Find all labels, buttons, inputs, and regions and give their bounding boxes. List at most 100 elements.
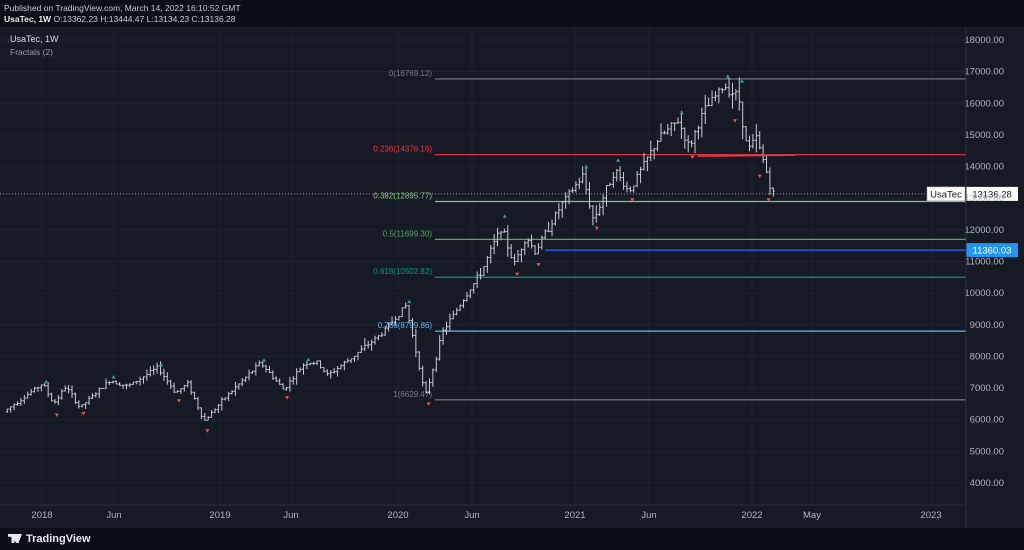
fractal-up-marker	[44, 379, 49, 384]
ohlc-bar	[152, 365, 156, 376]
ohlc-bar	[434, 356, 438, 373]
ohlc-bar	[295, 368, 299, 385]
ohlc-bar	[594, 205, 598, 223]
ohlc-bar	[438, 335, 442, 361]
ohlc-bar	[9, 406, 13, 413]
symbol-tag-bg	[926, 186, 966, 202]
ohlc-bar	[50, 392, 54, 402]
price-chart[interactable]: 0(16769.12) 0.236(14376.16) 0.382(12895.77…	[0, 27, 1024, 528]
bottom-bar: TradingView	[0, 528, 1024, 550]
ohlc-bar	[605, 185, 609, 207]
y-tick-label: 9000.00	[970, 320, 1004, 331]
ohlc-bar	[336, 365, 340, 377]
legend-symbol[interactable]: UsaTec, 1W	[10, 34, 59, 44]
ohlc-bar	[291, 375, 295, 385]
ohlc-bar	[754, 124, 758, 153]
chart-legend[interactable]: UsaTec, 1W Fractals (2)	[10, 34, 59, 57]
y-tick-label: 4000.00	[970, 478, 1004, 489]
ohlc-bar	[475, 271, 479, 289]
ohlc-bar	[625, 181, 629, 193]
ohlc-bar	[233, 381, 237, 396]
ohlc-bar	[550, 219, 554, 237]
fractal-down-marker	[766, 198, 771, 202]
ohlc-bar	[465, 291, 469, 302]
ohlc-bar	[138, 376, 142, 386]
ohlc-bar	[60, 389, 64, 400]
ohlc-bar	[591, 205, 595, 226]
ohlc-bar	[19, 397, 23, 406]
ohlc-bar	[36, 386, 40, 392]
ohlc-bar	[73, 392, 77, 405]
ohlc-bar	[540, 235, 544, 250]
ohlc-bar	[458, 304, 462, 312]
ohlc-bar	[169, 379, 173, 389]
fractal-up-marker	[584, 164, 589, 169]
ohlc-bar	[165, 372, 169, 385]
fib-level-label: 0.5(11699.30)	[383, 229, 433, 238]
ohlc-bar	[748, 135, 752, 152]
fib-level-label: 0.382(12895.77)	[373, 192, 432, 201]
ohlc-bar	[690, 140, 694, 148]
y-tick-label: 10000.00	[964, 288, 1004, 299]
legend-indicator[interactable]: Fractals (2)	[10, 47, 53, 57]
ohlc-bar	[506, 225, 510, 257]
ohlc-bar	[135, 380, 139, 385]
ohlc-bar	[237, 383, 241, 390]
fractal-down-marker	[54, 413, 59, 417]
ohlc-bar	[261, 360, 265, 368]
top-info-bar: Published on TradingView.com, March 14, …	[0, 0, 1024, 27]
fractal-up-marker	[679, 110, 684, 115]
ohlc-bar	[656, 139, 660, 152]
fractal-up-marker	[740, 79, 745, 83]
ohlc-bar	[329, 370, 333, 379]
fractal-up-marker	[306, 357, 311, 362]
fractal-up-marker	[502, 214, 507, 218]
ohlc-bar	[710, 90, 714, 107]
ohlc-bar	[400, 307, 404, 318]
ohlc-bar	[5, 408, 9, 413]
ohlc-bar	[707, 97, 711, 107]
ohlc-bar	[390, 316, 394, 325]
ohlc-bar	[448, 313, 452, 332]
ohlc-bar	[771, 187, 775, 197]
ohlc-bar	[519, 248, 523, 263]
ohlc-bar	[666, 123, 670, 135]
ohlc-bar	[455, 307, 459, 316]
y-tick-label: 12000.00	[964, 225, 1004, 236]
ohlc-bar	[70, 385, 74, 398]
y-tick-label: 18000.00	[964, 35, 1004, 46]
ohlc-bar	[744, 125, 748, 142]
ohlc-bar	[312, 361, 316, 366]
ohlc-bar	[724, 83, 728, 91]
ohlc-bar	[281, 383, 285, 390]
ohlc-bar	[513, 253, 517, 266]
ohlc-bar	[676, 117, 680, 124]
ohlc-bar	[148, 366, 152, 377]
ohlc-bar	[673, 122, 677, 132]
ohlc-bar	[468, 289, 472, 299]
ohlc-bar	[601, 193, 605, 216]
ohlc-bar	[104, 378, 108, 389]
ohlc-bar	[230, 390, 234, 395]
ohlc-bar	[496, 228, 500, 247]
ohlc-bar	[141, 376, 145, 384]
published-text: Published on TradingView.com, March 14, …	[4, 3, 241, 13]
ohlc-bar	[77, 400, 81, 409]
price-tag-bg	[966, 186, 1018, 201]
ohlc-bar	[67, 385, 71, 394]
ohlc-bar	[472, 283, 476, 294]
open-label: O:	[53, 14, 63, 24]
ohlc-bar	[206, 415, 210, 421]
low-value: 13134.23	[153, 14, 190, 24]
fib-retracement: 0(16769.12) 0.236(14376.16) 0.382(12895.77…	[373, 69, 966, 401]
price-bars	[5, 77, 775, 421]
current-price-tag: UsaTec 13136.28	[926, 186, 1018, 202]
fractal-down-marker	[757, 174, 762, 179]
ohlc-bar	[553, 211, 557, 226]
ohlc-bar	[615, 169, 619, 182]
fractal-down-marker	[732, 119, 737, 123]
ohlc-bar	[598, 203, 602, 217]
ohlc-bar	[516, 249, 520, 263]
ohlc-bar	[90, 392, 94, 400]
y-tick-label: 7000.00	[970, 383, 1004, 394]
